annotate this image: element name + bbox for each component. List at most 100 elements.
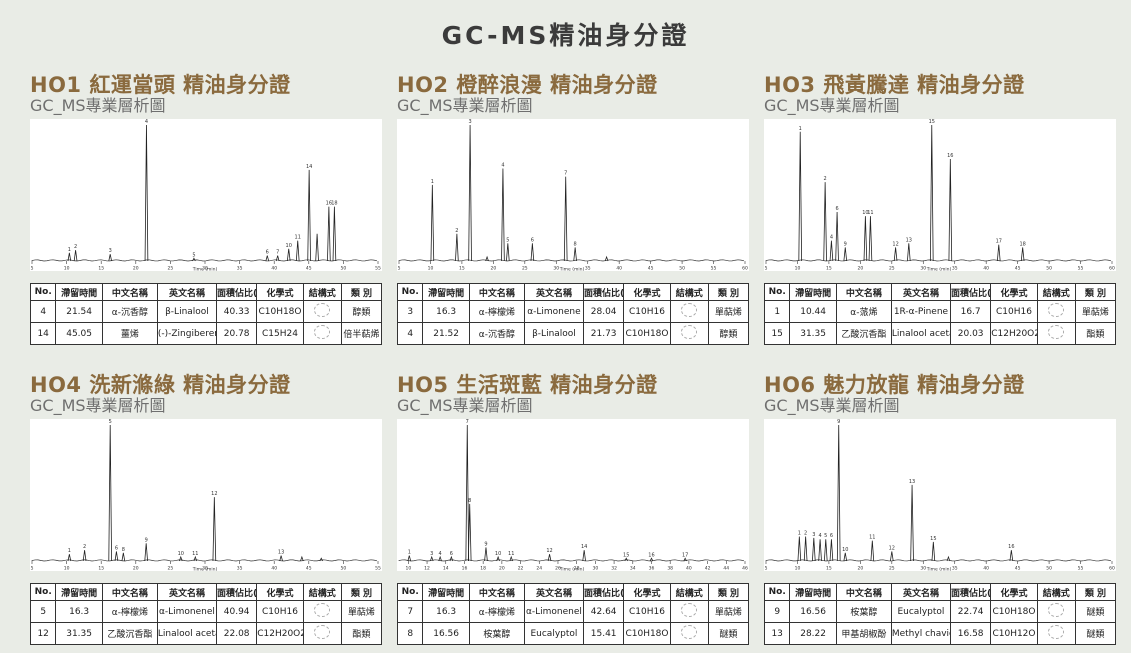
table-header-cell: 面積佔比(%) xyxy=(216,583,258,601)
table-header-cell: 中文名稱 xyxy=(101,583,158,601)
x-tick-label: 40 xyxy=(983,266,989,272)
x-axis-label: Time (min) xyxy=(192,267,218,272)
x-tick-label: 30 xyxy=(202,566,208,572)
peak-label: 3 xyxy=(468,119,471,125)
table-header-cell: 英文名稱 xyxy=(890,583,952,601)
table-header-cell: 英文名稱 xyxy=(523,283,585,301)
peak xyxy=(144,124,149,262)
x-axis-label: Time (min) xyxy=(559,567,585,572)
peak xyxy=(429,555,434,562)
peak xyxy=(484,547,488,562)
peak xyxy=(563,176,568,262)
peak xyxy=(193,555,198,562)
compound-category: 單萜烯 xyxy=(707,600,750,623)
x-tick-label: 5 xyxy=(765,266,768,272)
table-header-cell: 中文名稱 xyxy=(835,283,892,301)
english-name: (-)-Zingiberene xyxy=(156,322,218,345)
peak-label: 8 xyxy=(574,241,577,247)
peak-label: 2 xyxy=(455,228,458,234)
peak-label: 4 xyxy=(830,235,833,241)
peak-label: 18 xyxy=(331,201,337,207)
x-axis-label: Time (min) xyxy=(926,267,952,272)
panel-title: HO5 生活斑藍 精油身分證 xyxy=(397,373,658,397)
x-tick-label: 20 xyxy=(857,566,863,572)
table-header-cell: 英文名稱 xyxy=(156,583,218,601)
peak-label: 3 xyxy=(430,551,433,557)
area-percent: 20.03 xyxy=(950,322,992,345)
x-tick-label: 44 xyxy=(723,566,729,572)
x-tick-label: 35 xyxy=(585,266,591,272)
table-header-cell: 化學式 xyxy=(256,583,304,601)
peak xyxy=(1009,550,1014,562)
peak-label: 1 xyxy=(431,179,434,185)
peak-label: 16 xyxy=(648,552,654,558)
baseline xyxy=(765,559,1112,562)
table-header-cell: No. xyxy=(29,283,57,301)
peak-label: 12 xyxy=(889,545,895,551)
x-axis-label: Time (min) xyxy=(192,567,218,572)
peak-label: 14 xyxy=(581,544,587,550)
peak xyxy=(506,243,510,262)
peak xyxy=(946,555,951,562)
peak xyxy=(114,551,119,562)
table-header-cell: 英文名稱 xyxy=(523,583,585,601)
peak-label: 13 xyxy=(278,550,284,556)
molecule-structure-icon xyxy=(314,603,331,617)
compound-no: 14 xyxy=(29,322,57,345)
peak xyxy=(179,555,183,562)
peak-label: 5 xyxy=(109,419,112,425)
x-tick-label: 40 xyxy=(271,266,277,272)
retention-time: 16.56 xyxy=(422,622,470,645)
x-tick-label: 20 xyxy=(857,266,863,272)
peak-label: 9 xyxy=(844,241,847,247)
area-percent: 40.94 xyxy=(216,600,258,623)
panel-subtitle: GC_MS專業層析圖 xyxy=(397,96,533,115)
compound-category: 酯類 xyxy=(1074,322,1117,345)
peak xyxy=(843,552,848,562)
baseline xyxy=(398,559,745,562)
peak-label: 13 xyxy=(909,479,915,485)
peak-label: 8 xyxy=(468,498,471,504)
x-tick-label: 50 xyxy=(341,266,347,272)
chromatogram-svg: 10 12 14 16 18 20 22 24 26 28 30 32 34 36 38 40 42 44 46Ti… xyxy=(398,419,748,572)
x-tick-label: 35 xyxy=(952,266,958,272)
structure-image xyxy=(669,600,709,623)
compound-no: 12 xyxy=(29,622,57,645)
peak xyxy=(907,243,911,262)
peak-label: 6 xyxy=(835,206,838,212)
x-tick-label: 5 xyxy=(31,566,34,572)
peak xyxy=(430,184,435,262)
chemical-formula: C10H18O xyxy=(623,622,671,645)
x-tick-label: 25 xyxy=(889,566,895,572)
x-tick-label: 35 xyxy=(237,266,243,272)
x-tick-label: 40 xyxy=(686,566,692,572)
table-header-cell: No. xyxy=(396,283,424,301)
peak xyxy=(931,541,936,562)
peak xyxy=(455,233,459,262)
area-percent: 42.64 xyxy=(583,600,625,623)
panel-title: HO6 魅力放龍 精油身分證 xyxy=(764,373,1025,397)
chinese-name: α-檸檬烯 xyxy=(468,300,525,323)
chinese-name: α-蒎烯 xyxy=(835,300,892,323)
peak-label: 11 xyxy=(192,551,198,557)
peak xyxy=(843,247,848,262)
peak-label: 4 xyxy=(501,163,504,169)
peak xyxy=(438,555,442,562)
x-tick-label: 5 xyxy=(765,566,768,572)
english-name: Methyl chavicol xyxy=(890,622,952,645)
peak xyxy=(929,124,934,262)
compound-category: 醚類 xyxy=(707,622,750,645)
table-header-cell: 中文名稱 xyxy=(835,583,892,601)
retention-time: 10.44 xyxy=(789,300,837,323)
peak-label: 14 xyxy=(306,164,312,170)
structure-image xyxy=(1036,322,1076,345)
x-tick-label: 30 xyxy=(920,266,926,272)
x-tick-label: 16 xyxy=(462,566,468,572)
peak xyxy=(108,424,112,562)
structure-image xyxy=(669,622,709,645)
